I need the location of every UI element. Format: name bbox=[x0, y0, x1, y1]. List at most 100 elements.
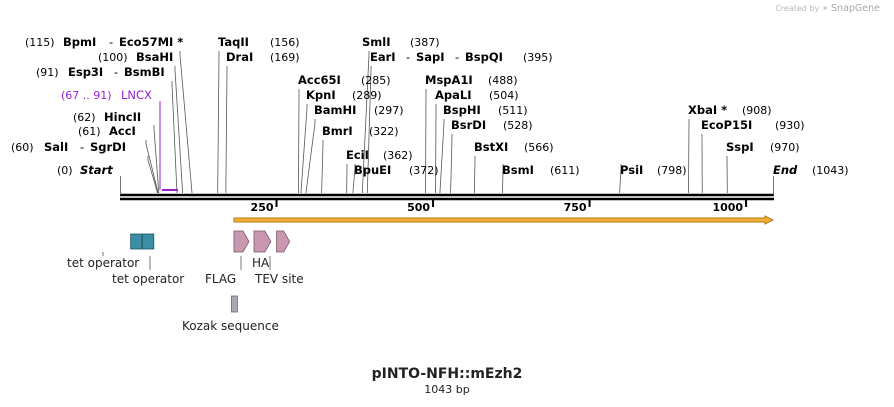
orf-arrow[interactable] bbox=[233, 215, 775, 225]
site-psii-pos: (798) bbox=[657, 164, 687, 177]
site-leader-line bbox=[153, 125, 160, 194]
site-leader-line bbox=[171, 81, 178, 194]
site-bsahi-name[interactable]: BsaHI bbox=[136, 50, 173, 64]
site-mspa1i-pos: (488) bbox=[488, 74, 518, 87]
feature-flag-shape[interactable] bbox=[233, 230, 250, 253]
feature-ha-label[interactable]: HA bbox=[252, 256, 270, 270]
snapgene-logo-icon: ✶ bbox=[821, 4, 829, 13]
feature-ha-shape[interactable] bbox=[253, 230, 272, 253]
site-leader-line bbox=[300, 104, 308, 194]
credit-prefix: Created by bbox=[775, 4, 820, 13]
site-bpmi-name[interactable]: BpmI bbox=[63, 35, 96, 49]
feature-tet-operator-shape[interactable] bbox=[130, 233, 143, 250]
site-bamhi-name[interactable]: BamHI bbox=[314, 103, 356, 117]
site-acc65i-pos: (285) bbox=[361, 74, 391, 87]
feature-tet-operator-1-label[interactable]: tet operator bbox=[67, 256, 139, 270]
site-separator: - bbox=[114, 65, 118, 79]
feature-flag-label[interactable]: FLAG bbox=[205, 272, 236, 286]
site-eco57mi-name[interactable]: Eco57MI * bbox=[119, 35, 183, 49]
site-bsrdi-name[interactable]: BsrDI bbox=[451, 118, 486, 132]
feature-tev-site-shape[interactable] bbox=[276, 230, 291, 253]
site-leader-line bbox=[450, 134, 453, 194]
site-psii-name[interactable]: PsiI bbox=[620, 163, 643, 177]
site-sspi-name[interactable]: SspI bbox=[726, 140, 754, 154]
ruler-tick-label: 250 bbox=[251, 201, 274, 214]
site-bstxi-name[interactable]: BstXI bbox=[474, 140, 508, 154]
site-taqii-pos: (156) bbox=[270, 36, 300, 49]
feature-kozak-label[interactable]: Kozak sequence bbox=[182, 319, 279, 333]
site-acci-name[interactable]: AccI bbox=[109, 124, 136, 138]
feature-tet-operator-shape[interactable] bbox=[142, 233, 155, 250]
site-sali-name[interactable]: SalI bbox=[44, 140, 68, 154]
site-leader-line bbox=[298, 89, 300, 194]
site-drai-pos: (169) bbox=[270, 51, 300, 64]
site-apali-pos: (504) bbox=[489, 89, 519, 102]
site-leader-line bbox=[366, 66, 372, 194]
site-leader-line bbox=[321, 140, 324, 194]
site-kpni-pos: (289) bbox=[352, 89, 382, 102]
site-hincii-pos: (62) bbox=[73, 111, 96, 124]
site-ecop15i-name[interactable]: EcoP15I bbox=[701, 118, 752, 132]
site-drai-name[interactable]: DraI bbox=[226, 50, 253, 64]
site-leader-line bbox=[352, 164, 356, 194]
site-ecop15i-pos: (930) bbox=[775, 119, 805, 132]
site-sali-pos: (60) bbox=[11, 141, 34, 154]
site-kpni-name[interactable]: KpnI bbox=[306, 88, 336, 102]
site-ecii-pos: (362) bbox=[383, 149, 413, 162]
site-acci-pos: (61) bbox=[78, 125, 101, 138]
site-bsrdi-pos: (528) bbox=[503, 119, 533, 132]
end-pos: (1043) bbox=[812, 164, 849, 177]
site-leader-line bbox=[174, 66, 184, 194]
map-title-block: pINTO-NFH::mEzh2 1043 bp bbox=[0, 366, 894, 396]
site-separator: - bbox=[80, 140, 84, 154]
site-leader-line bbox=[225, 66, 228, 194]
site-sapi-name[interactable]: SapI bbox=[416, 50, 445, 64]
site-bsahi-pos: (100) bbox=[98, 51, 128, 64]
site-taqii-name[interactable]: TaqII bbox=[218, 35, 249, 49]
site-leader-line bbox=[361, 51, 370, 194]
site-bsphi-name[interactable]: BspHI bbox=[443, 103, 481, 117]
ruler-tick-label: 1000 bbox=[712, 201, 743, 214]
credit-brand: SnapGene bbox=[831, 3, 880, 14]
site-separator: - bbox=[406, 50, 410, 64]
site-leader-line bbox=[473, 156, 476, 194]
site-leader-line bbox=[619, 164, 622, 194]
site-hincii-name[interactable]: HincII bbox=[104, 110, 141, 124]
plasmid-length: 1043 bp bbox=[424, 383, 470, 396]
site-acc65i-name[interactable]: Acc65I bbox=[298, 73, 341, 87]
site-apali-name[interactable]: ApaLI bbox=[435, 88, 472, 102]
feature-tev-label[interactable]: TEV site bbox=[254, 272, 304, 286]
site-bpmi-pos: (115) bbox=[25, 36, 55, 49]
site-bsmbi-name[interactable]: BsmBI bbox=[124, 65, 165, 79]
site-leader-line bbox=[179, 51, 193, 194]
site-separator: - bbox=[455, 50, 459, 64]
site-bmri-pos: (322) bbox=[369, 125, 399, 138]
site-esp3i-pos: (91) bbox=[36, 66, 59, 79]
site-bpuei-pos: (372) bbox=[409, 164, 439, 177]
site-bpuei-name[interactable]: BpuEI bbox=[354, 163, 391, 177]
ruler-tick-label: 750 bbox=[564, 201, 587, 214]
end-label: End bbox=[773, 163, 798, 177]
site-bsphi-pos: (511) bbox=[498, 104, 528, 117]
feature-kozak-sequence-shape[interactable] bbox=[231, 295, 238, 313]
site-mspa1i-name[interactable]: MspA1I bbox=[425, 73, 473, 87]
site-smli-name[interactable]: SmlI bbox=[362, 35, 391, 49]
site-bmri-name[interactable]: BmrI bbox=[322, 124, 353, 138]
site-sspi-pos: (970) bbox=[770, 141, 800, 154]
site-ecii-name[interactable]: EciI bbox=[346, 148, 369, 162]
site-leader-line bbox=[217, 51, 220, 194]
site-bspqi-name[interactable]: BspQI bbox=[465, 50, 503, 64]
site-leader-line bbox=[147, 156, 158, 194]
site-esp3i-name[interactable]: Esp3I bbox=[68, 65, 103, 79]
site-eari-name[interactable]: EarI bbox=[370, 50, 396, 64]
site-xbai-name[interactable]: XbaI * bbox=[688, 103, 727, 117]
feature-tet-operator-2-label[interactable]: tet operator bbox=[112, 272, 184, 286]
site-bsmi-name[interactable]: BsmI bbox=[502, 163, 534, 177]
site-sgrdi-name[interactable]: SgrDI bbox=[90, 140, 126, 154]
start-pos: (0) bbox=[57, 164, 73, 177]
primer-lncx-name[interactable]: LNCX bbox=[121, 88, 152, 102]
site-bstxi-pos: (566) bbox=[524, 141, 554, 154]
site-separator: - bbox=[109, 35, 113, 49]
site-leader-line bbox=[688, 119, 690, 194]
